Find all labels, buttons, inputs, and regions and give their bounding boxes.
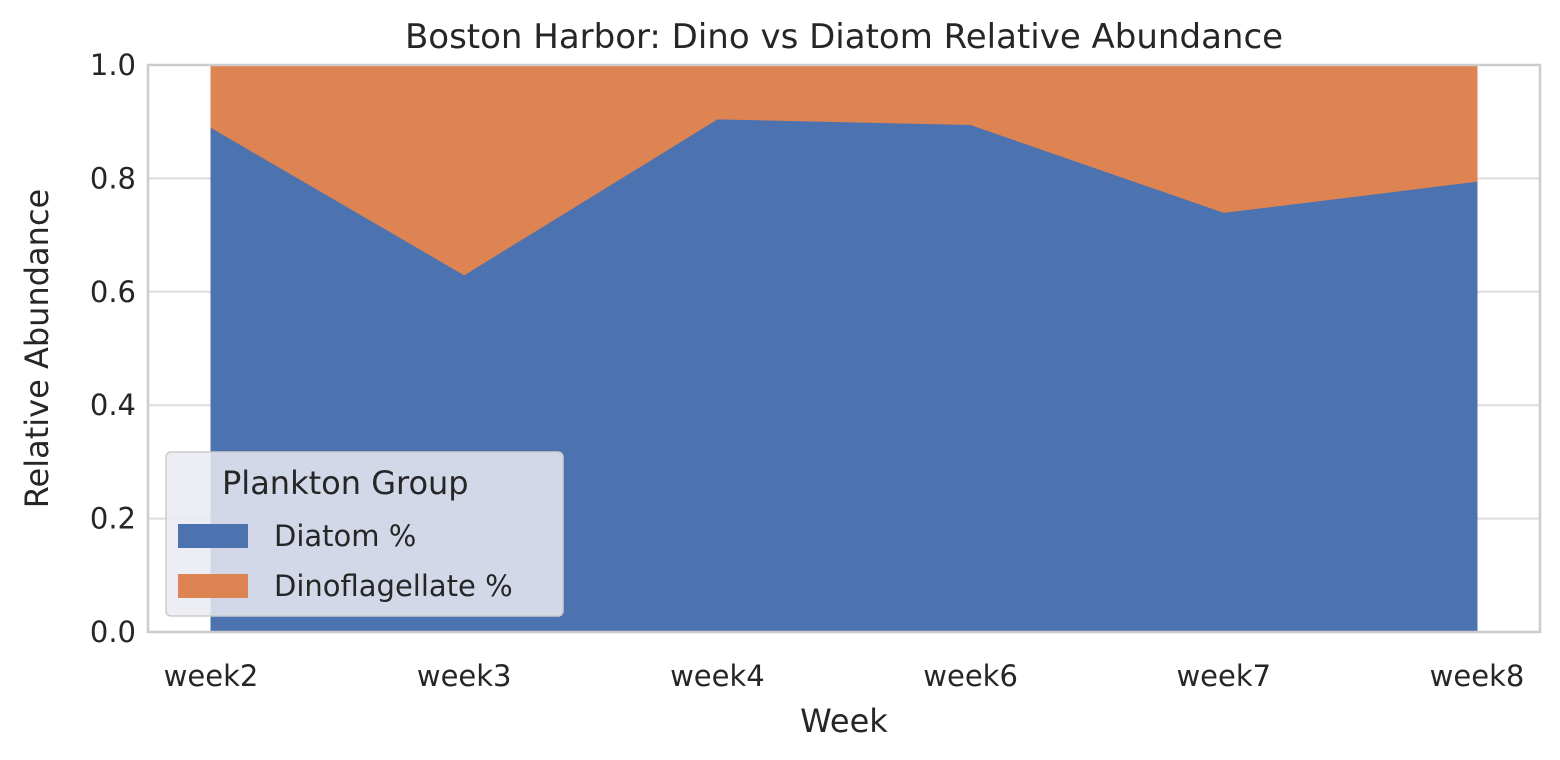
legend-item-label: Dinoflagellate % — [274, 569, 513, 603]
y-tick-label: 0.0 — [90, 615, 136, 649]
y-tick-label: 0.2 — [90, 502, 136, 536]
x-axis-ticks: week2 week3 week4 week6 week7 week8 — [164, 659, 1525, 693]
x-tick-label: week7 — [1176, 659, 1271, 693]
y-axis-label: Relative Abundance — [18, 189, 56, 508]
legend-items: Diatom % Dinoflagellate % — [178, 519, 513, 603]
legend: Plankton Group Diatom % Dinoflagellate % — [165, 451, 564, 617]
legend-box — [165, 451, 564, 617]
x-tick-label: week4 — [670, 659, 765, 693]
legend-swatch — [178, 524, 248, 548]
chart-title: Boston Harbor: Dino vs Diatom Relative A… — [405, 17, 1283, 57]
y-tick-label: 0.4 — [90, 388, 136, 422]
y-tick-label: 0.6 — [90, 275, 136, 309]
y-tick-label: 1.0 — [90, 48, 136, 82]
y-tick-label: 0.8 — [90, 161, 136, 195]
legend-item-label: Diatom % — [274, 519, 416, 553]
x-tick-label: week6 — [923, 659, 1018, 693]
x-tick-label: week3 — [417, 659, 512, 693]
y-axis-ticks: 0.0 0.2 0.4 0.6 0.8 1.0 — [90, 48, 136, 649]
legend-title: Plankton Group — [222, 464, 469, 502]
legend-swatch — [178, 574, 248, 598]
plot-frame — [146, 63, 1542, 634]
x-tick-label: week2 — [164, 659, 259, 693]
x-axis-label: Week — [800, 702, 888, 740]
x-tick-label: week8 — [1430, 659, 1525, 693]
